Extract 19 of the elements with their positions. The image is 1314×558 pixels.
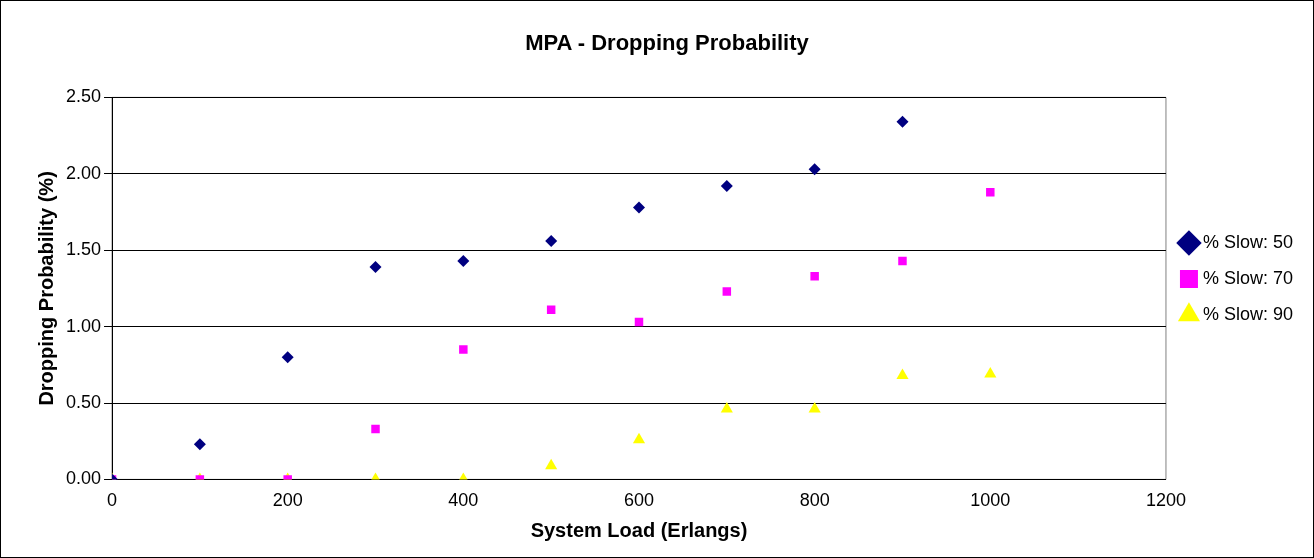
y-tick-label: 1.50 xyxy=(65,239,102,260)
x-tick-label: 800 xyxy=(799,490,830,511)
legend-label: % Slow: 90 xyxy=(1202,303,1293,324)
y-tick-label: 0.00 xyxy=(65,468,102,489)
x-tick-label: 1000 xyxy=(970,490,1011,511)
x-tick-label: 400 xyxy=(448,490,479,511)
y-axis-title: Dropping Probability (%) xyxy=(34,171,57,406)
y-tick-label: 2.00 xyxy=(65,162,102,183)
y-tick-label: 2.50 xyxy=(65,86,102,107)
y-tick-label: 1.00 xyxy=(65,315,102,336)
y-tick-label: 0.50 xyxy=(65,391,102,412)
x-tick-label: 200 xyxy=(272,490,303,511)
x-tick-label: 1200 xyxy=(1145,490,1186,511)
legend-label: % Slow: 50 xyxy=(1202,231,1293,252)
legend-label: % Slow: 70 xyxy=(1202,267,1293,288)
chart-title: MPA - Dropping Probability xyxy=(525,30,810,56)
x-tick-label: 0 xyxy=(107,490,118,511)
x-axis-title: System Load (Erlangs) xyxy=(530,518,748,541)
x-tick-label: 600 xyxy=(623,490,655,511)
